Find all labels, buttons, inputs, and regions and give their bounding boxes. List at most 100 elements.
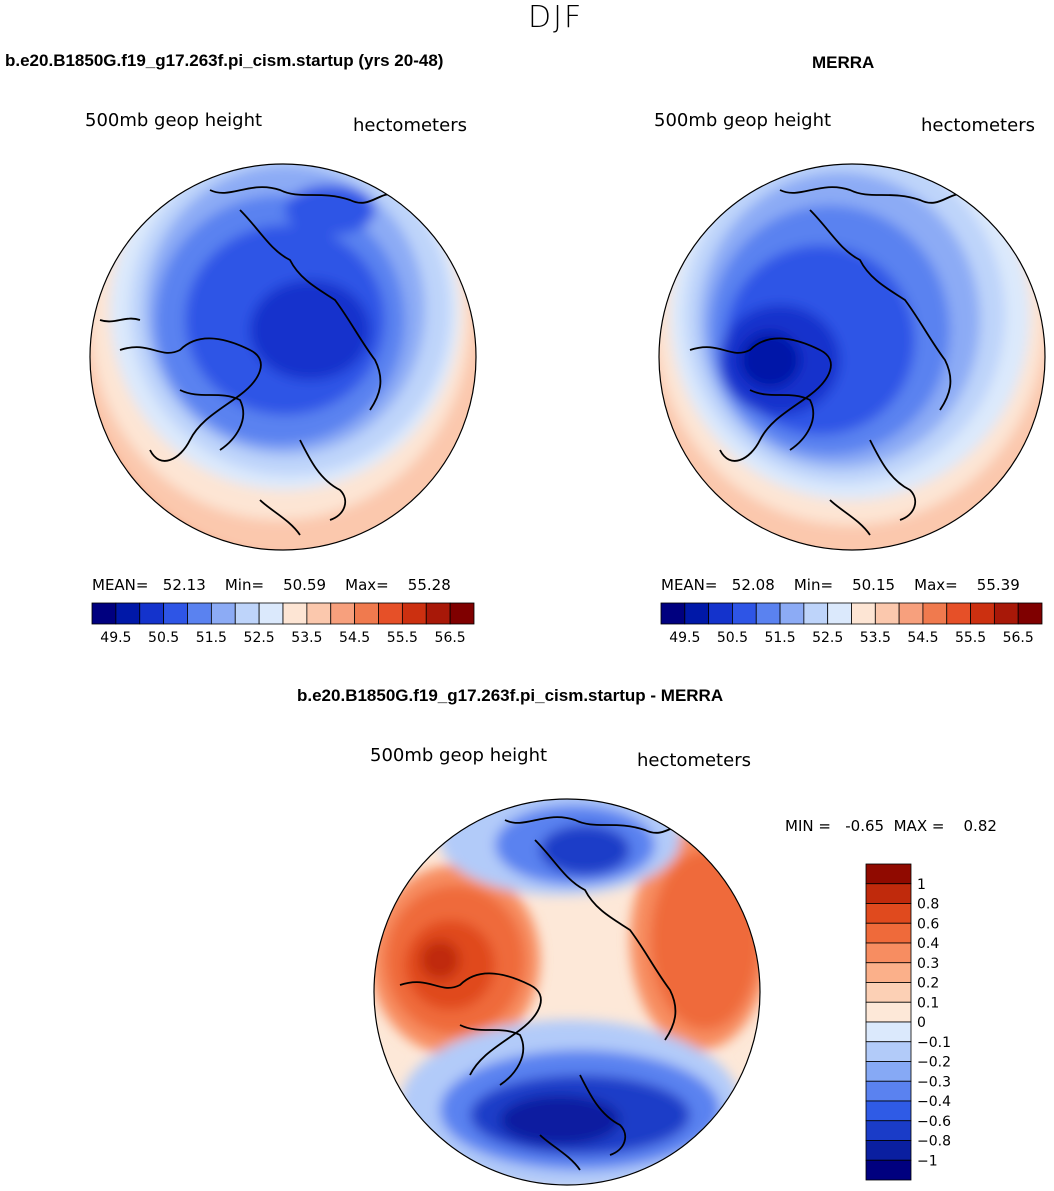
model-colorbar-tick-label: 53.5 <box>291 630 322 646</box>
diff-colorbar-tick-label: 0.8 <box>917 897 939 913</box>
obs-colorbar-box <box>851 602 876 625</box>
model-max-value: 55.28 <box>407 576 451 594</box>
model-colorbar-box <box>401 602 427 625</box>
obs-map <box>659 164 1045 550</box>
diff-colorbar-tick-label: 0.6 <box>917 916 939 932</box>
obs-colorbar-box <box>874 602 900 625</box>
model-colorbar-tick-label: 50.5 <box>148 630 179 646</box>
diff-map <box>374 799 760 1185</box>
model-colorbar: 49.5 50.5 51.5 52.5 53.5 54.5 55.5 56.5 <box>91 602 475 646</box>
diff-colorbar-tick-label: 0.1 <box>917 995 939 1011</box>
diff-colorbar-tick-label: −0.6 <box>917 1114 951 1130</box>
obs-colorbar-tick-label: 51.5 <box>764 630 795 646</box>
diff-colorbar-tick-label: 0.3 <box>917 956 939 972</box>
obs-min-label: Min= <box>793 576 834 594</box>
diff-colorbar-box <box>865 1140 912 1161</box>
obs-colorbar-box <box>898 602 924 625</box>
obs-colorbar-box <box>732 602 757 625</box>
model-mean-value: 52.13 <box>162 576 206 594</box>
model-colorbar-box <box>330 602 356 625</box>
diff-colorbar-box <box>865 1159 912 1181</box>
obs-units-label: hectometers <box>921 115 1035 136</box>
obs-panel-title: MERRA <box>812 53 875 72</box>
obs-colorbar-box <box>993 602 1019 625</box>
diff-colorbar-box <box>865 1061 912 1082</box>
diff-colorbar-tick-label: −0.2 <box>917 1055 951 1071</box>
model-variable-label: 500mb geop height <box>85 110 263 131</box>
model-colorbar-box <box>378 602 403 625</box>
model-max-label: Max= <box>345 576 389 594</box>
model-colorbar-box <box>115 602 141 625</box>
model-colorbar-tick-label: 54.5 <box>339 630 370 646</box>
diff-colorbar-box <box>865 863 912 885</box>
obs-colorbar-box <box>684 602 710 625</box>
model-colorbar-tick-label: 56.5 <box>435 630 466 646</box>
obs-colorbar-tick-label: 55.5 <box>955 630 986 646</box>
obs-colorbar-box <box>946 602 971 625</box>
diff-min-label: MIN = <box>785 817 831 835</box>
model-colorbar-box <box>163 602 188 625</box>
obs-mean-value: 52.08 <box>731 576 775 594</box>
diff-colorbar-box <box>865 1100 912 1122</box>
model-colorbar-box <box>354 602 379 625</box>
diff-colorbar-box <box>865 903 912 924</box>
diff-colorbar-box <box>865 982 912 1003</box>
model-panel-title: b.e20.B1850G.f19_g17.263f.pi_cism.startu… <box>5 51 444 70</box>
obs-colorbar: 49.5 50.5 51.5 52.5 53.5 54.5 55.5 56.5 <box>660 602 1043 646</box>
obs-colorbar-box <box>803 602 829 625</box>
obs-colorbar-tick-label: 54.5 <box>907 630 938 646</box>
diff-panel-title: b.e20.B1850G.f19_g17.263f.pi_cism.startu… <box>297 686 724 705</box>
diff-colorbar-box <box>865 1021 912 1043</box>
model-mean-label: MEAN= <box>92 576 149 594</box>
obs-colorbar-box <box>922 602 948 625</box>
model-colorbar-tick-label: 55.5 <box>387 630 418 646</box>
diff-colorbar-tick-label: 0.2 <box>917 976 939 992</box>
model-colorbar-box <box>139 602 165 625</box>
obs-colorbar-tick-label: 52.5 <box>812 630 843 646</box>
diff-colorbar-tick-label: 0 <box>917 1015 926 1031</box>
diff-map-outline <box>373 798 761 1186</box>
diff-colorbar-box <box>865 883 912 904</box>
obs-variable-label: 500mb geop height <box>654 110 832 131</box>
diff-colorbar-tick-label: −0.3 <box>917 1074 951 1090</box>
model-colorbar-box <box>91 602 117 625</box>
obs-colorbar-box <box>1017 602 1043 625</box>
model-colorbar-tick-label: 52.5 <box>244 630 275 646</box>
diff-colorbar-box <box>865 922 912 944</box>
diff-colorbar-tick-label: 0.4 <box>917 936 939 952</box>
obs-max-label: Max= <box>914 576 958 594</box>
diff-max-value: 0.82 <box>963 817 997 835</box>
diff-colorbar-box <box>865 1001 912 1023</box>
diff-variable-label: 500mb geop height <box>370 745 548 766</box>
diff-colorbar-box <box>865 1120 912 1141</box>
obs-max-value: 55.39 <box>976 576 1020 594</box>
obs-colorbar-box <box>755 602 781 625</box>
obs-map-outline <box>658 163 1046 551</box>
obs-colorbar-tick-label: 49.5 <box>669 630 700 646</box>
diff-colorbar: 1 0.8 0.6 0.4 0.3 0.2 0.1 0 −0.1 −0.2 −0.3 −0.4 −0.6… <box>865 863 951 1181</box>
model-colorbar-box <box>258 602 284 625</box>
model-map-outline <box>89 163 477 551</box>
model-map <box>90 164 476 550</box>
diff-min-value: -0.65 <box>845 817 885 835</box>
model-stats: MEAN= 52.13 Min= 50.59 Max= 55.28 <box>92 576 451 594</box>
diff-colorbar-tick-label: −0.1 <box>917 1035 951 1051</box>
model-colorbar-box <box>425 602 451 625</box>
diff-colorbar-tick-label: −1 <box>917 1153 938 1169</box>
model-units-label: hectometers <box>353 115 467 136</box>
obs-colorbar-box <box>827 602 852 625</box>
obs-colorbar-box <box>970 602 995 625</box>
diff-units-label: hectometers <box>637 750 751 771</box>
model-colorbar-box <box>234 602 260 625</box>
obs-colorbar-tick-label: 50.5 <box>717 630 748 646</box>
obs-min-value: 50.15 <box>852 576 896 594</box>
model-colorbar-box <box>282 602 308 625</box>
obs-stats: MEAN= 52.08 Min= 50.15 Max= 55.39 <box>661 576 1020 594</box>
obs-colorbar-tick-label: 53.5 <box>860 630 891 646</box>
obs-colorbar-box <box>660 602 686 625</box>
diff-colorbar-box <box>865 1080 912 1102</box>
model-colorbar-box <box>210 602 236 625</box>
model-colorbar-box <box>449 602 475 625</box>
diff-colorbar-box <box>865 942 912 964</box>
